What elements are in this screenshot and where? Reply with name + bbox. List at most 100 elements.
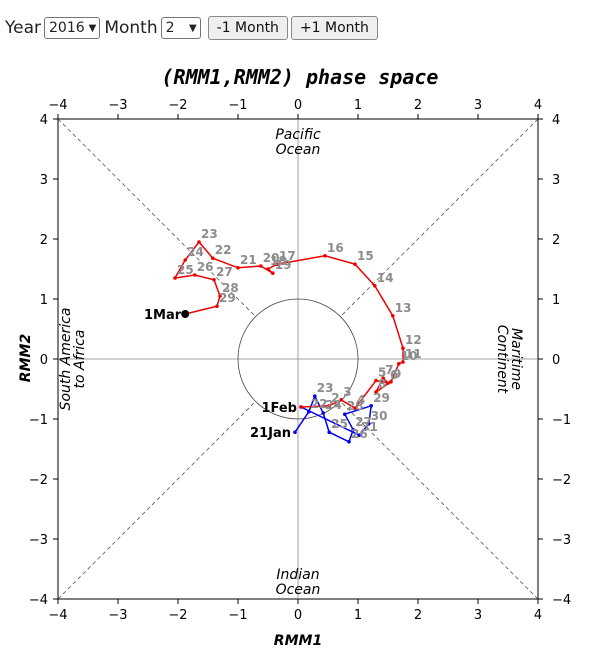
x-tick-label-top: −2 [168,98,187,113]
data-point [299,405,303,409]
phase-diagonal [57,118,256,317]
data-label: 5 [378,366,386,380]
y-tick-label-right: −4 [552,593,571,608]
prev-month-button[interactable]: -1 Month [207,16,288,40]
data-label: 26 [351,427,368,441]
x-tick-label-top: −4 [48,98,67,113]
data-label: 8 [378,377,386,391]
data-point [386,381,390,385]
y-tick-label-left: −2 [29,473,48,488]
data-label: 11 [405,347,422,361]
data-label: 28 [222,281,239,295]
data-label: 31 [361,420,378,434]
data-point [374,390,378,394]
series-line [173,240,404,410]
data-point [381,376,386,381]
data-point [369,404,374,408]
phase-diagonal [57,401,256,600]
unit-circle [237,298,359,420]
data-label: 22 [215,243,232,257]
x-tick-label-top: 2 [414,98,422,113]
x-tick-label-bottom: 0 [294,608,302,623]
x-tick-label-bottom: −4 [48,608,67,623]
y-axis-label: RMM2 [18,334,34,382]
x-tick-label-bottom: 2 [414,608,422,623]
data-label: 24 [325,398,342,412]
data-label: 2 [331,391,339,405]
year-label: Year [5,18,41,38]
y-tick-label-right: −3 [552,533,571,548]
data-label: 16 [327,241,344,255]
y-tick-label-left: −4 [29,593,48,608]
data-label: 17 [279,249,296,263]
data-label: 4 [357,393,365,407]
data-point [327,430,332,435]
data-label: 23 [317,381,334,395]
data-label: 10 [401,349,418,363]
y-tick-label-right: 1 [552,293,560,308]
data-label: 26 [197,260,214,274]
region-label-south-america-line: to Africa [72,330,88,389]
data-point [215,304,219,308]
data-point [397,362,401,366]
month-label: Month [104,18,158,38]
region-label-pacific: Ocean [276,142,321,158]
y-tick-label-right: 2 [552,233,560,248]
next-month-button[interactable]: +1 Month [290,16,378,40]
data-point [313,394,317,399]
month-select[interactable]: 2 ▼ [160,17,201,39]
y-tick-label-left: 4 [40,113,48,128]
data-label: 21Jan [250,426,291,441]
month-select-value: 2 [165,20,175,36]
data-label: 23 [201,227,218,241]
x-tick-label-top: −1 [228,98,247,113]
data-label: 30 [371,409,388,423]
x-tick-label-top: 4 [534,98,542,113]
data-label: 13 [395,301,412,315]
data-point [293,430,297,435]
data-point [193,273,197,277]
data-point [211,256,215,260]
data-point [266,267,270,271]
y-tick-label-right: 3 [552,173,560,188]
y-tick-label-left: 1 [40,293,48,308]
data-label: 1Feb [261,401,297,416]
data-label: 20 [263,251,280,265]
data-point [271,271,275,275]
data-point [351,428,356,432]
chevron-down-icon: ▼ [188,22,197,34]
y-tick-label-left: 0 [40,353,48,368]
data-label: 22 [311,397,328,411]
x-tick-label-bottom: 1 [354,608,362,623]
data-point [327,404,332,408]
chart-title: (RMM1,RMM2) phase space [162,65,439,89]
x-tick-label-bottom: −1 [228,608,247,623]
data-point [212,278,216,282]
region-label-indian: Indian [276,567,319,583]
x-tick-label-bottom: 4 [534,608,542,623]
data-label: 29 [219,291,236,305]
region-label-maritime-line: Continent [494,325,510,394]
data-point [259,264,263,268]
data-point [173,276,177,280]
region-label-pacific: Pacific [275,127,321,143]
x-tick-label-top: −3 [108,98,127,113]
y-tick-label-left: 3 [40,173,48,188]
data-label: 12 [405,333,422,347]
x-tick-label-top: 0 [294,98,302,113]
data-point [183,258,187,262]
data-label: 24 [187,245,204,259]
data-point [339,398,344,402]
data-label: 18 [270,254,287,268]
x-tick-label-bottom: 3 [474,608,482,623]
y-tick-label-right: −2 [552,473,571,488]
data-label: 27 [355,415,372,429]
region-label-indian: Ocean [276,582,321,598]
phase-diagonal [340,401,539,600]
data-point [373,284,377,288]
year-select[interactable]: 2016 ▼ [44,17,101,39]
region-label-maritime-line: Maritime [508,328,524,390]
